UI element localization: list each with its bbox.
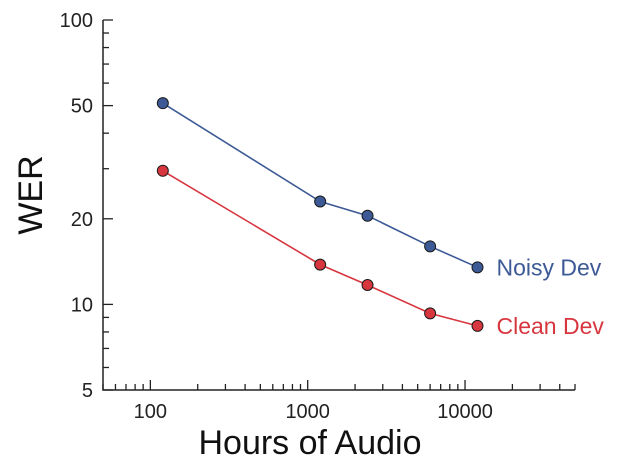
series-clean-dev: Clean Dev — [156, 164, 604, 339]
series-label-noisy-dev: Noisy Dev — [496, 254, 601, 280]
series-noisy-dev: Noisy Dev — [156, 97, 602, 280]
data-point-clean-dev — [471, 319, 484, 332]
series-layer: Noisy Dev Clean Dev — [156, 97, 604, 339]
x-axis-ticks: 100 1000 10000 — [102, 380, 576, 423]
series-label-clean-dev: Clean Dev — [496, 313, 604, 339]
y-tick-label: 100 — [60, 10, 93, 32]
y-tick-label: 10 — [71, 294, 93, 316]
x-tick-label: 1000 — [285, 401, 330, 423]
x-tick-label: 100 — [134, 401, 167, 423]
data-point-noisy-dev — [471, 261, 484, 274]
data-point-clean-dev — [314, 258, 327, 271]
data-point-noisy-dev — [314, 195, 327, 208]
y-tick-label: 5 — [82, 380, 93, 402]
y-tick-label: 20 — [71, 209, 93, 231]
y-axis-ticks: 5 10 20 50 100 — [60, 10, 113, 402]
y-tick-label: 50 — [71, 96, 93, 118]
data-point-noisy-dev — [424, 240, 437, 253]
x-tick-label: 10000 — [437, 401, 493, 423]
data-point-noisy-dev — [156, 97, 169, 110]
data-point-clean-dev — [156, 164, 169, 177]
data-point-noisy-dev — [361, 209, 374, 222]
data-point-clean-dev — [424, 307, 437, 320]
y-axis-title: WER — [12, 155, 50, 234]
data-point-clean-dev — [361, 278, 374, 291]
x-axis-title: Hours of Audio — [198, 424, 421, 462]
